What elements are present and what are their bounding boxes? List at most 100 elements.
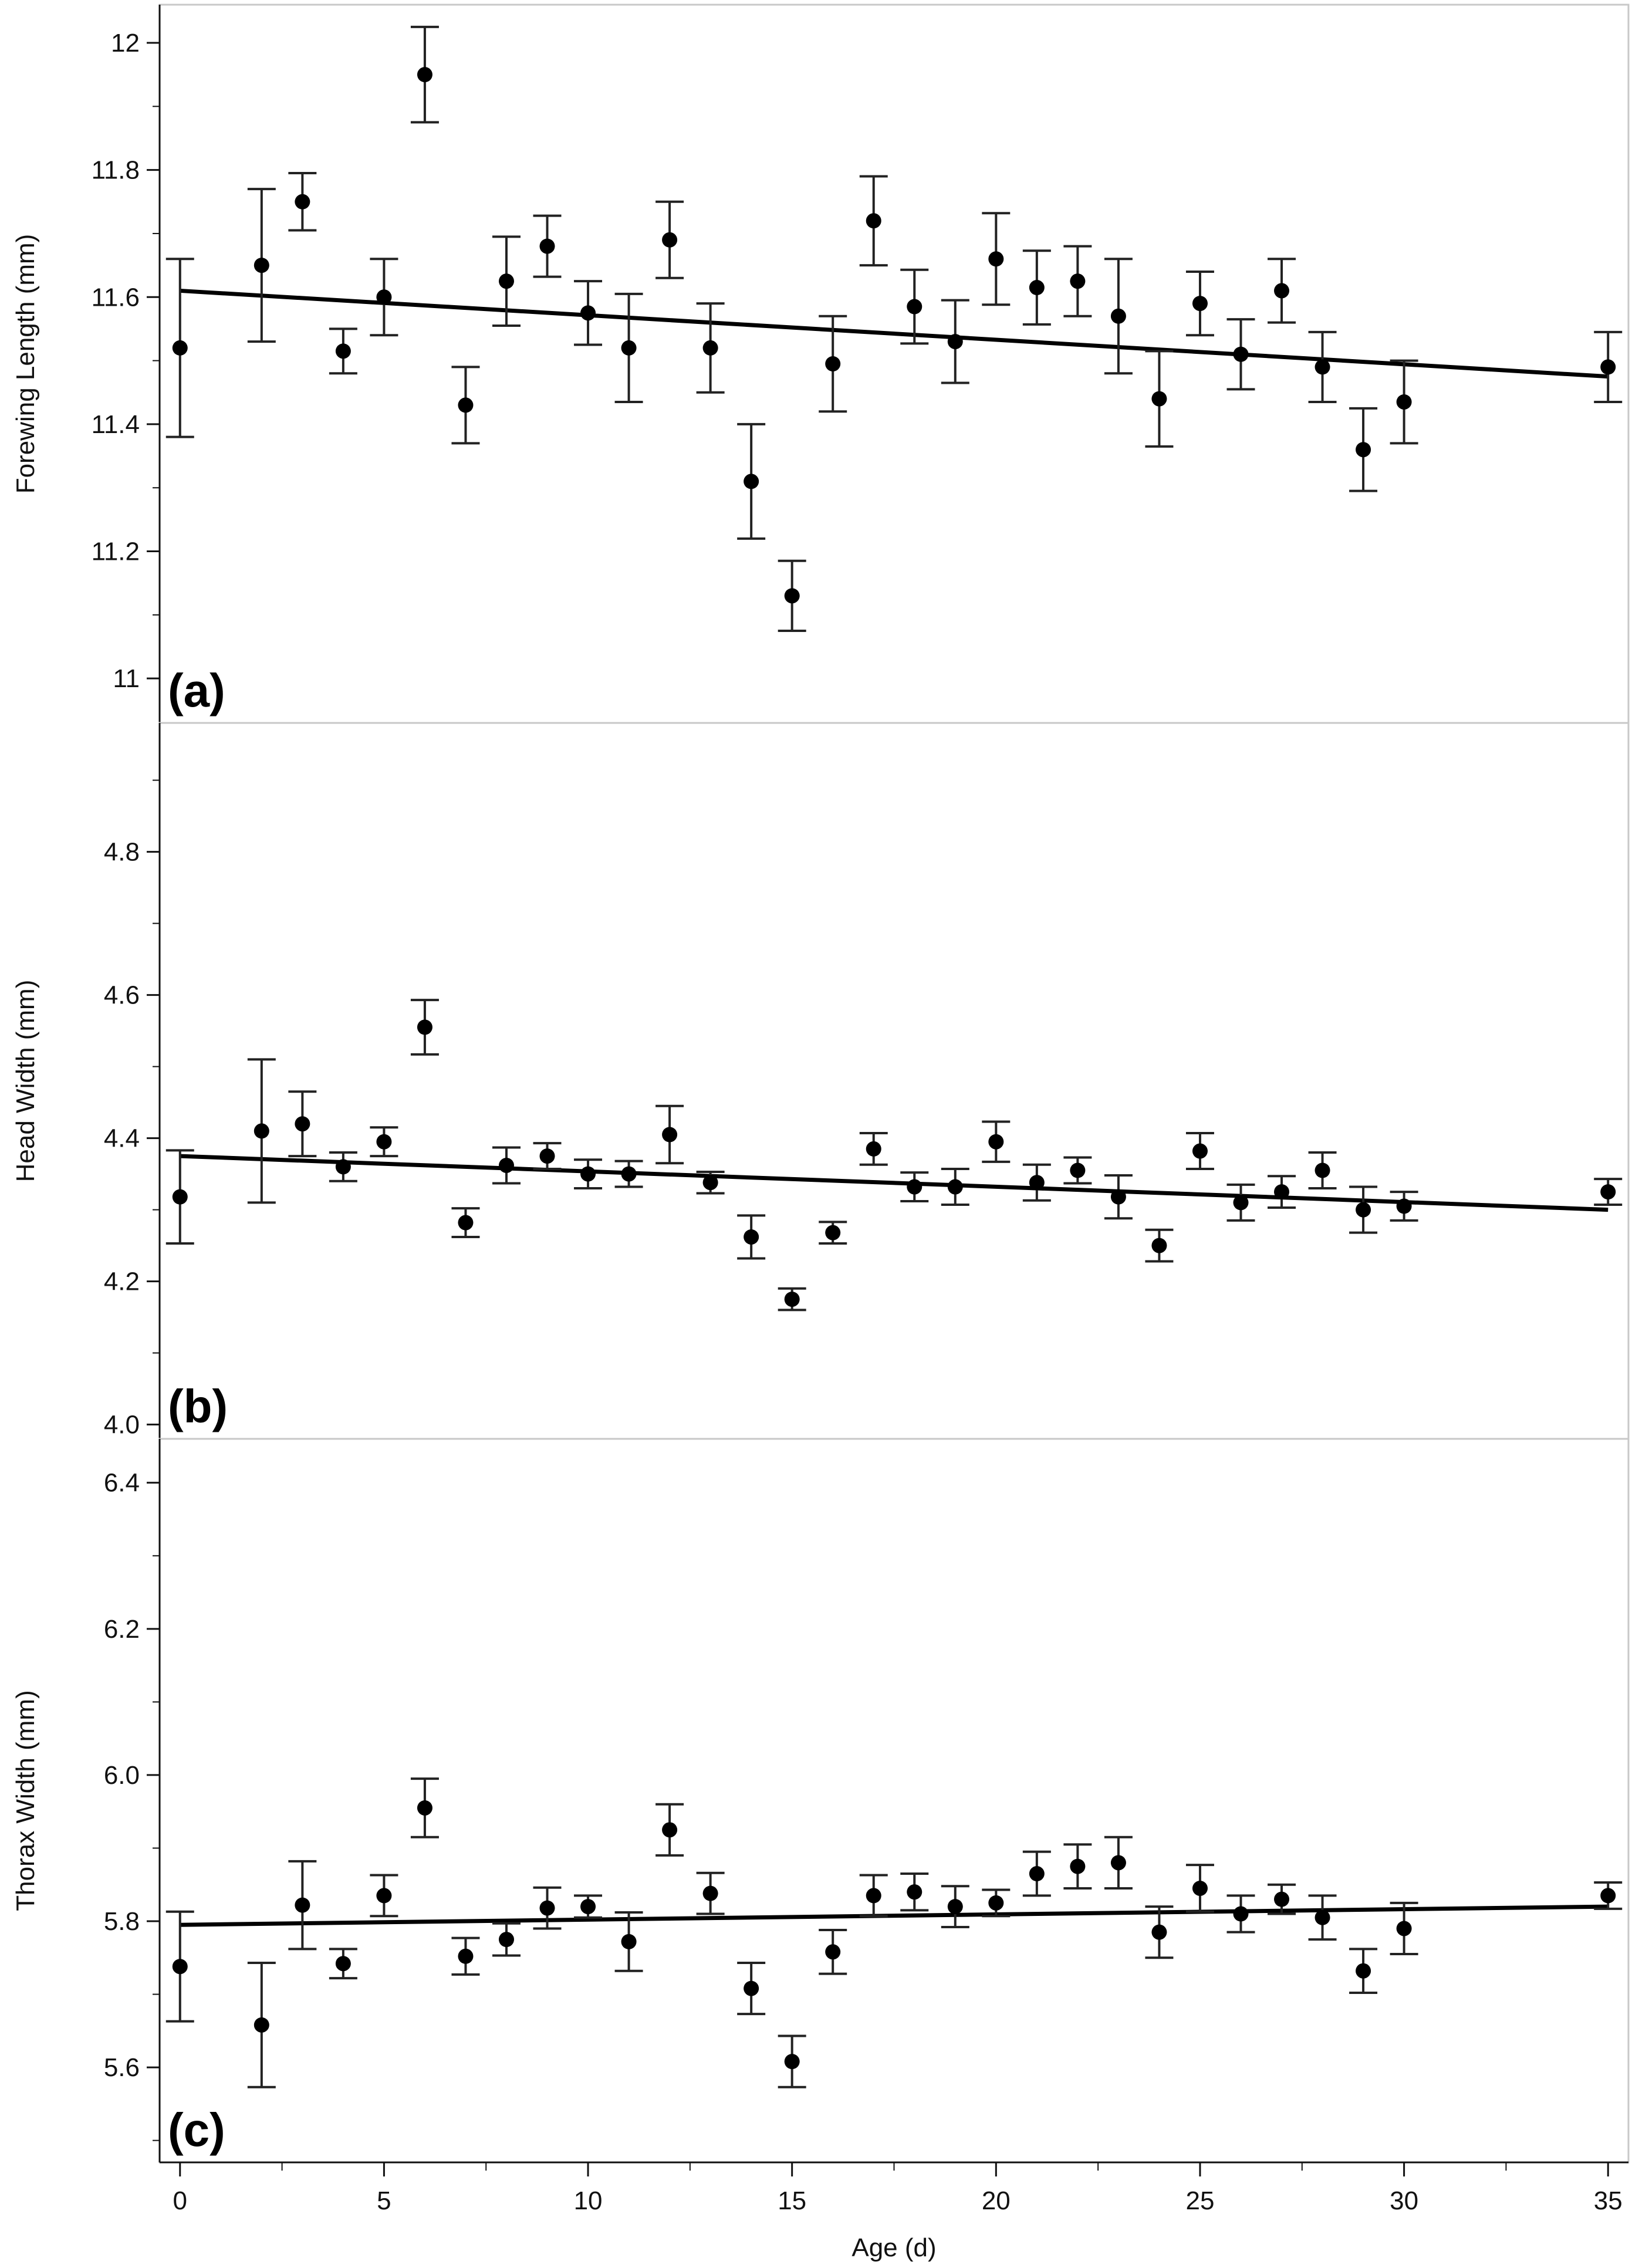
data-point (1396, 1198, 1412, 1214)
data-point (335, 1159, 351, 1175)
data-point (662, 1127, 678, 1143)
y-tick-label: 5.8 (104, 1907, 140, 1936)
data-point (825, 356, 841, 371)
data-point (295, 194, 310, 209)
data-point (1070, 273, 1086, 289)
y-tick-label: 4.2 (104, 1267, 140, 1296)
data-point (1396, 1921, 1412, 1936)
data-point (254, 2017, 269, 2033)
data-point (1029, 1175, 1045, 1191)
data-point (498, 273, 514, 289)
data-point (907, 299, 923, 315)
x-tick-label: 0 (173, 2186, 187, 2215)
data-point (1233, 1906, 1249, 1922)
data-point (1110, 308, 1126, 324)
data-point (295, 1116, 310, 1132)
data-point (1233, 346, 1249, 362)
data-point (988, 1895, 1004, 1911)
data-point (1151, 391, 1167, 407)
data-point (744, 1980, 759, 1996)
data-point (1029, 1866, 1045, 1882)
data-point (825, 1944, 841, 1960)
data-point (825, 1225, 841, 1241)
data-point (702, 1175, 718, 1191)
data-point (1274, 1891, 1290, 1907)
data-point (295, 1897, 310, 1913)
data-point (498, 1157, 514, 1173)
data-point (784, 1292, 800, 1307)
y-tick-label: 4.8 (104, 838, 140, 867)
data-point (1110, 1855, 1126, 1871)
y-tick-label: 11.6 (92, 283, 140, 312)
data-point (907, 1884, 923, 1900)
y-tick-label: 11.2 (92, 538, 140, 566)
data-point (1356, 442, 1371, 458)
y-tick-label: 4.0 (104, 1411, 140, 1439)
data-point (1151, 1924, 1167, 1940)
data-point (1600, 1184, 1616, 1200)
data-point (947, 334, 963, 350)
data-point (1600, 359, 1616, 375)
panel-3: 5.6 5.8 6.0 6.2 6.4 Thorax Width (mm) (c) 0 5 10 1… (11, 1438, 1630, 2262)
data-point (988, 251, 1004, 267)
data-point (744, 474, 759, 489)
data-point (1110, 1189, 1126, 1205)
y-axis-title: Head Width (mm) (11, 980, 40, 1182)
data-point (376, 289, 392, 305)
data-point (498, 1932, 514, 1948)
data-point (621, 1166, 637, 1182)
y-tick-label: 6.2 (104, 1615, 140, 1644)
y-tick-label: 5.6 (104, 2053, 140, 2082)
data-point (1192, 1143, 1208, 1159)
data-point (744, 1229, 759, 1245)
data-point (539, 1148, 555, 1164)
data-point (1356, 1202, 1371, 1218)
data-point (621, 340, 637, 356)
data-point (662, 1822, 678, 1838)
data-point (172, 1959, 188, 1975)
data-point (784, 588, 800, 604)
y-axis-title: Forewing Length (mm) (11, 234, 40, 494)
panel-label: (a) (168, 664, 225, 716)
y-tick-label: 6.0 (104, 1761, 140, 1790)
data-point (172, 1189, 188, 1205)
y-tick-label: 11 (113, 664, 140, 693)
y-tick-label: 12 (111, 29, 140, 58)
panel-label: (c) (168, 2104, 225, 2156)
data-point (335, 1956, 351, 1972)
data-point (1396, 394, 1412, 410)
data-point (335, 343, 351, 359)
x-tick-label: 30 (1390, 2186, 1418, 2215)
fit-line (180, 1904, 1609, 1927)
data-point (1274, 1184, 1290, 1200)
data-point (417, 67, 432, 83)
data-point (417, 1019, 432, 1035)
data-point (866, 1888, 881, 1904)
y-axis-title: Thorax Width (mm) (11, 1690, 40, 1911)
x-tick-label: 25 (1185, 2186, 1214, 2215)
data-point (376, 1134, 392, 1150)
data-point (1315, 1909, 1330, 1925)
y-tick-label: 4.6 (104, 981, 140, 1010)
data-point (621, 1934, 637, 1949)
y-tick-label: 11.8 (92, 156, 140, 185)
fit-line (180, 288, 1609, 379)
data-point (458, 1948, 474, 1964)
data-point (947, 1899, 963, 1915)
y-tick-label: 11.4 (92, 410, 140, 439)
data-point (907, 1179, 923, 1195)
panel-2: 4.0 4.2 4.4 4.6 4.8 Head Width (mm) (b) (11, 722, 1630, 1440)
data-point (580, 1166, 596, 1182)
data-point (1151, 1238, 1167, 1253)
data-point (947, 1179, 963, 1195)
y-tick-label: 6.4 (104, 1469, 140, 1498)
x-tick-label: 20 (982, 2186, 1011, 2215)
data-point (1274, 283, 1290, 299)
data-point (866, 213, 881, 229)
data-point (458, 1215, 474, 1231)
data-point (1192, 1880, 1208, 1896)
data-point (539, 238, 555, 254)
data-point (1315, 1162, 1330, 1178)
data-point (1070, 1162, 1086, 1178)
